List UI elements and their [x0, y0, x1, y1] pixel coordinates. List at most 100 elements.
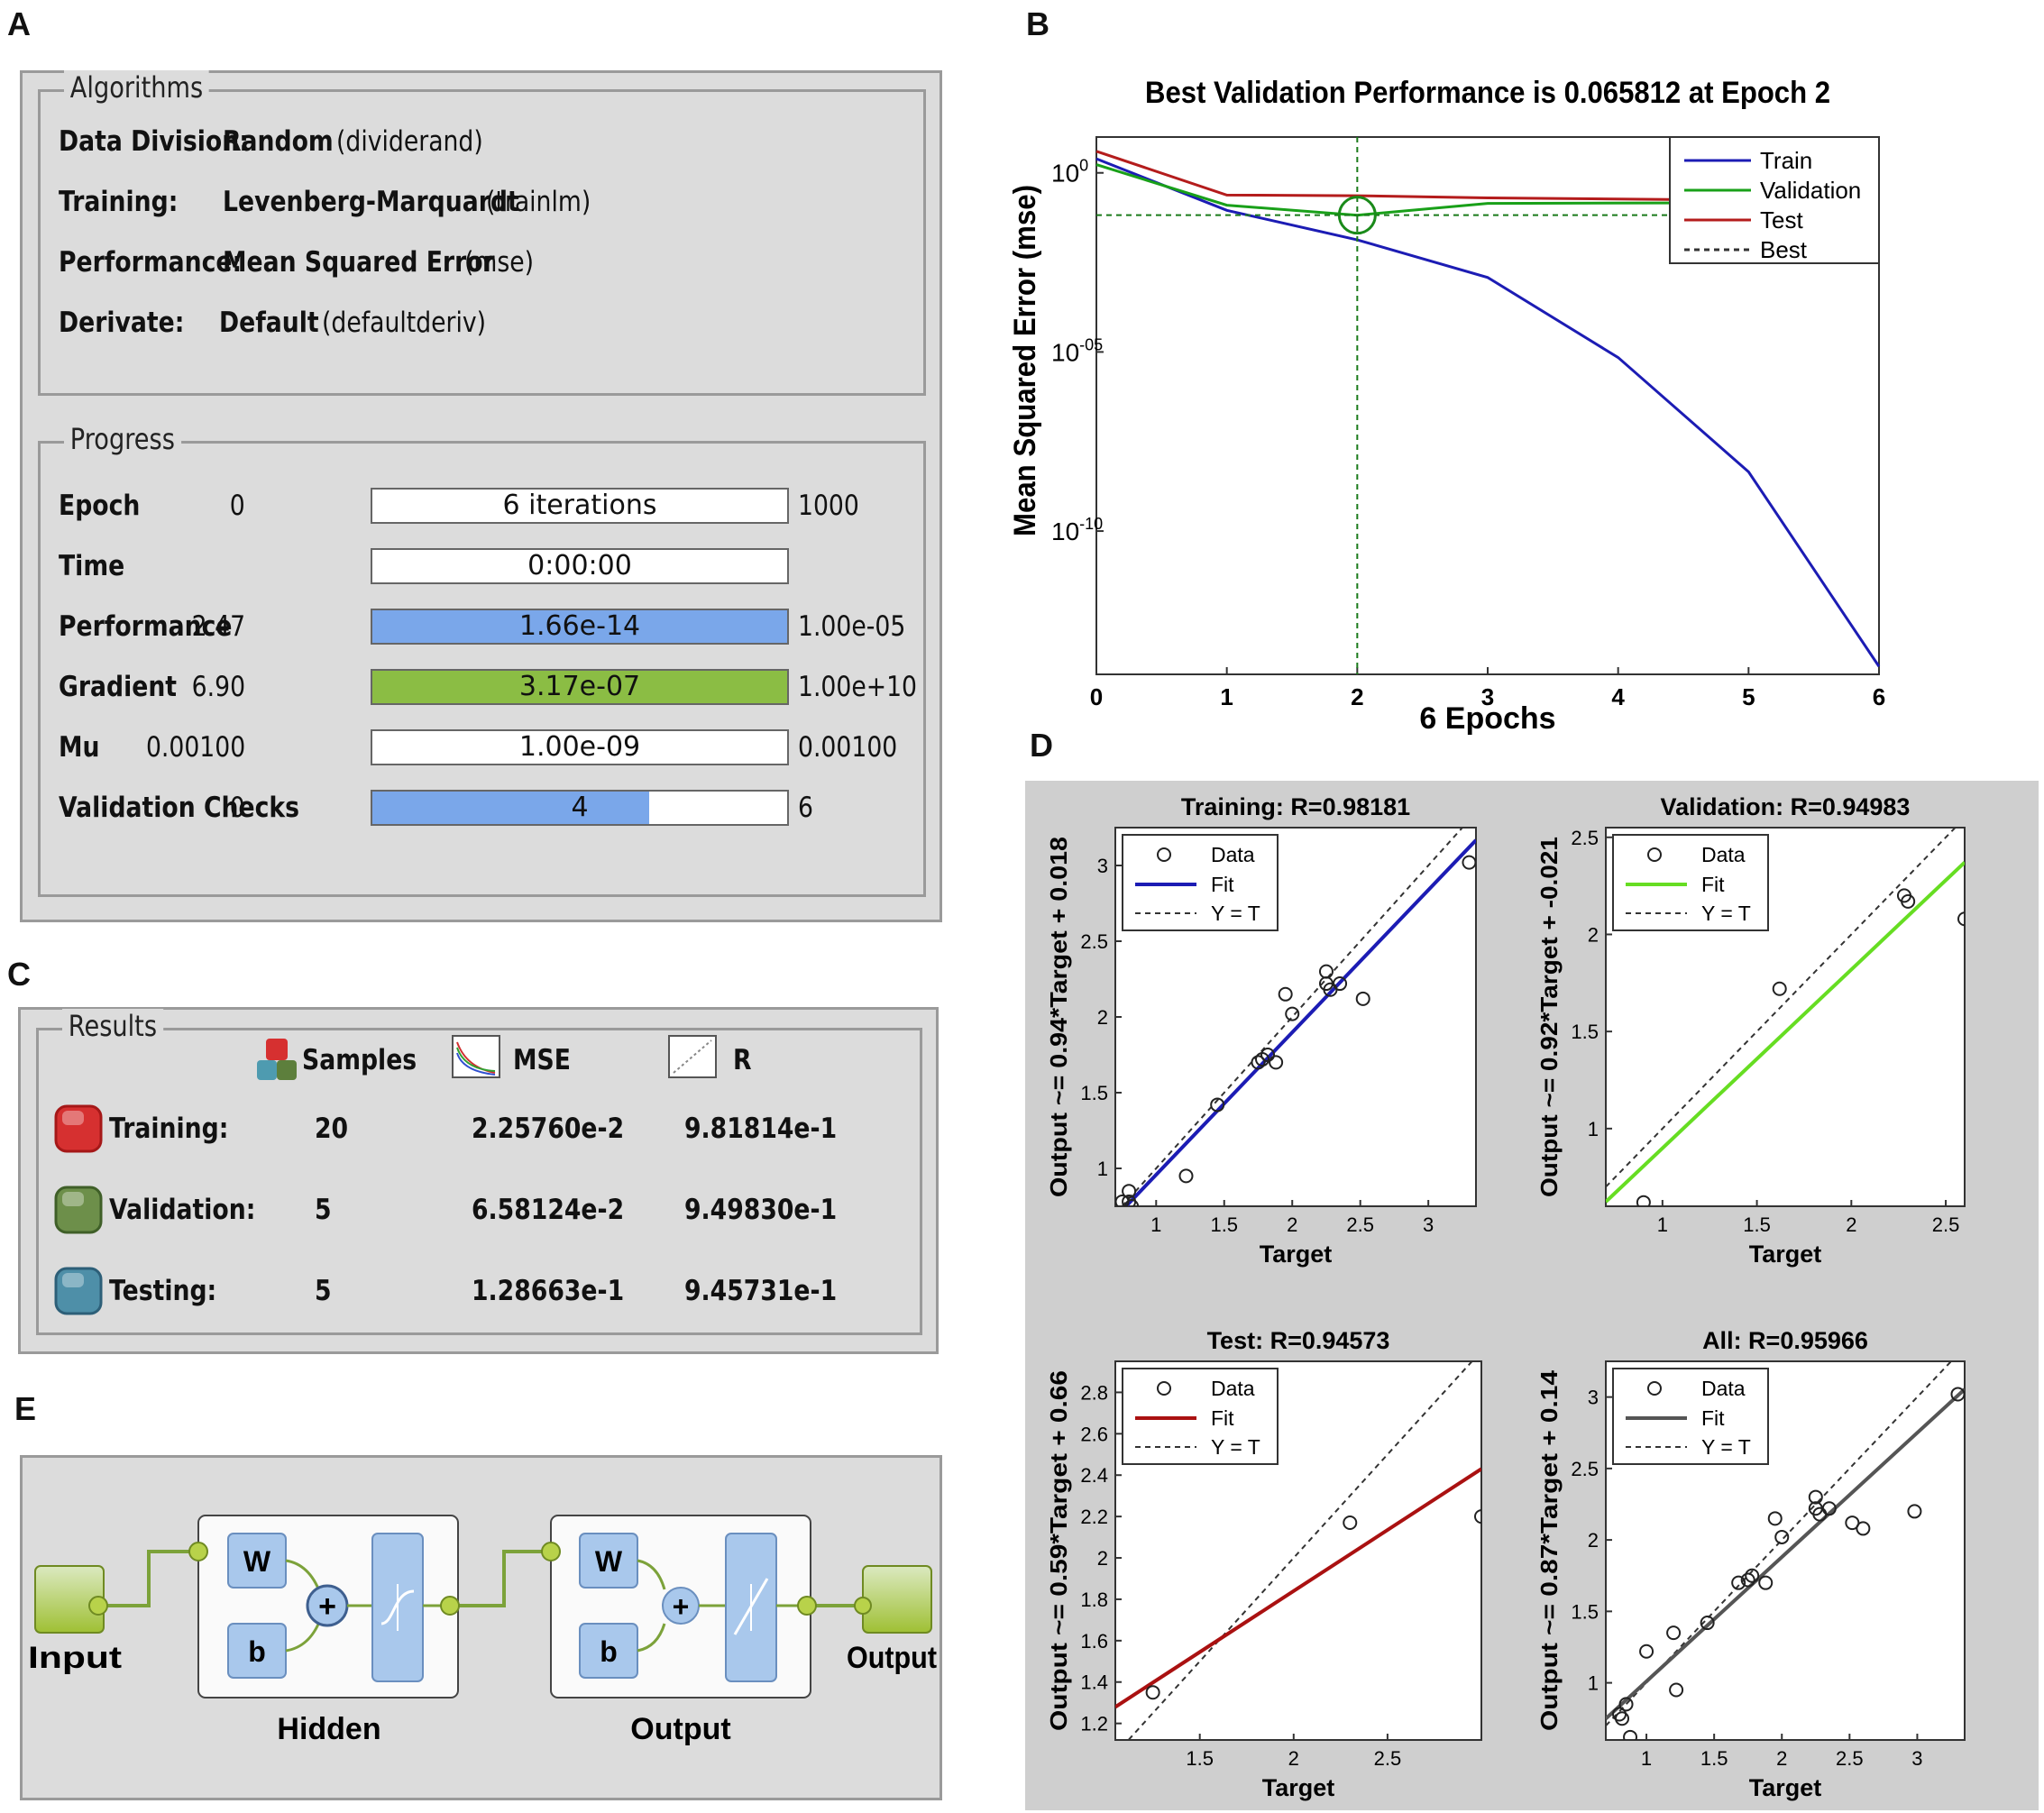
perf-xtick-3: 3	[1481, 683, 1494, 710]
reg-ytick-0-3: 2.5	[1080, 930, 1108, 953]
perf-test-line	[1095, 150, 1880, 203]
reg-title-0: Training: R=0.98181	[1181, 793, 1410, 820]
result-label-2: Testing:	[109, 1275, 217, 1307]
reg-point-3-8	[1731, 1575, 1746, 1590]
reg-legend-data-0: Data	[1211, 843, 1255, 866]
regression-plot-2: Test: R=0.94573 1.5 2 2.5 1.2 1.4 1.6 1.8 2 2.2 2.…	[1045, 1327, 1482, 1801]
reg-xlabel-3: Target	[1749, 1774, 1822, 1801]
reg-ytick-3-4: 3	[1588, 1387, 1599, 1409]
perf-xtick-2: 2	[1351, 683, 1363, 710]
reg-point-1-4	[1957, 911, 1965, 927]
reg-point-3-3	[1623, 1729, 1638, 1740]
reg-xtick-1-1: 1.5	[1743, 1213, 1771, 1236]
reg-legend-fit-1: Fit	[1701, 873, 1725, 896]
reg-xtick-2-1: 2	[1288, 1747, 1299, 1770]
reg-xtick-0-0: 1	[1150, 1213, 1161, 1236]
reg-point-3-20	[1907, 1504, 1922, 1519]
progress-bar-3: 3.17e-07	[371, 669, 789, 705]
progress-start-0: 0	[230, 490, 245, 522]
progress-fill-5	[372, 792, 649, 824]
reg-point-2-1	[1343, 1515, 1358, 1531]
results-group: Results	[36, 1009, 922, 1335]
reg-legend-yt-0: Y = T	[1211, 902, 1260, 925]
result-cube-icon-2	[54, 1267, 103, 1315]
algo-value-derivate: Default	[219, 307, 319, 339]
progress-label-3: Gradient	[59, 671, 178, 703]
reg-point-3-5	[1669, 1682, 1684, 1698]
algo-label-performance: Performance:	[59, 246, 243, 279]
reg-fit-line-3	[1606, 1387, 1965, 1720]
reg-ytick-2-3: 1.8	[1080, 1589, 1108, 1611]
header-r: R	[733, 1044, 752, 1076]
reg-xtick-1-2: 2	[1846, 1213, 1856, 1236]
reg-point-0-2	[1124, 1199, 1140, 1206]
results-panel: Results Samples MSE R Training: 20 2.25760…	[18, 1007, 939, 1354]
reg-xtick-1-3: 2.5	[1932, 1213, 1960, 1236]
reg-legend-yt-2: Y = T	[1211, 1435, 1260, 1459]
reg-point-3-7	[1700, 1616, 1715, 1631]
reg-ytick-0-0: 1	[1097, 1158, 1108, 1180]
reg-legend-data-2: Data	[1211, 1377, 1255, 1400]
reg-legend-data-marker-2	[1157, 1381, 1171, 1396]
reg-xtick-0-1: 1.5	[1210, 1213, 1238, 1236]
panel-letter-b: B	[1026, 5, 1049, 42]
perf-chart-title: Best Validation Performance is 0.065812 …	[1145, 76, 1830, 110]
hidden-sum-label: +	[318, 1589, 336, 1624]
perf-xlabel: 6 Epochs	[1419, 701, 1555, 736]
reg-legend-data-marker-1	[1647, 847, 1662, 862]
reg-ytick-0-4: 3	[1097, 855, 1108, 877]
reg-point-1-3	[1901, 893, 1916, 909]
reg-xtick-0-2: 2	[1287, 1213, 1297, 1236]
progress-end-0: 1000	[798, 490, 859, 522]
result-mse-1: 6.58124e-2	[472, 1194, 625, 1226]
reg-point-3-17	[1821, 1501, 1837, 1516]
reg-point-3-10	[1745, 1568, 1760, 1583]
progress-end-3: 1.00e+10	[798, 671, 918, 703]
reg-ytick-3-2: 2	[1588, 1529, 1599, 1552]
reg-ytick-2-8: 2.8	[1080, 1381, 1108, 1404]
reg-legend-fit-0: Fit	[1211, 873, 1234, 896]
regression-plots: Training: R=0.98181 1 1.5 2 2.5 3 1 1.5 2 2.5 3 Tar…	[1045, 793, 1966, 1801]
reg-ytick-1-0: 1	[1588, 1118, 1599, 1140]
reg-legend-data-marker-0	[1157, 847, 1171, 862]
result-label-1: Validation:	[109, 1194, 256, 1226]
progress-fill-2	[372, 610, 787, 643]
progress-bar-5: 4	[371, 790, 789, 826]
perf-legend-label-0: Train	[1760, 147, 1812, 174]
progress-bar-2: 1.66e-14	[371, 609, 789, 645]
reg-ytick-2-6: 2.4	[1080, 1464, 1108, 1487]
reg-legend-data-1: Data	[1701, 843, 1746, 866]
reg-point-3-13	[1774, 1529, 1790, 1544]
hidden-label: Hidden	[277, 1712, 380, 1746]
reg-xtick-3-1: 1.5	[1700, 1747, 1728, 1770]
output-sum-label: +	[673, 1590, 690, 1623]
reg-point-1-1	[1772, 981, 1787, 996]
reg-xlabel-0: Target	[1260, 1241, 1333, 1268]
reg-point-0-6	[1251, 1055, 1266, 1070]
result-samples-2: 5	[315, 1275, 332, 1307]
reg-point-3-19	[1856, 1521, 1871, 1536]
progress-group: Progress	[38, 422, 926, 897]
perf-legend-label-2: Test	[1760, 206, 1803, 233]
perf-xtick-5: 5	[1742, 683, 1755, 710]
perf-ytick-0: 100	[1051, 157, 1088, 188]
reg-point-0-5	[1210, 1097, 1225, 1113]
reg-fit-line-0	[1123, 838, 1476, 1206]
reg-point-2-0	[1145, 1685, 1160, 1700]
reg-identity-line-2	[1127, 1361, 1473, 1740]
output-b-label: b	[600, 1635, 618, 1668]
training-panel: Algorithms Progress Data Division: Rando…	[20, 70, 942, 922]
hidden-w-label: W	[243, 1545, 271, 1578]
progress-label-5: Validation Checks	[59, 792, 300, 824]
progress-value-1: 0:00:00	[527, 550, 632, 581]
perf-xtick-0: 0	[1090, 683, 1103, 710]
perf-legend-label-3: Best	[1760, 236, 1808, 263]
regression-plot-3: All: R=0.95966 1 1.5 2 2.5 3 1 1.5 2 2.5 3 Target Ou…	[1535, 1327, 1966, 1801]
reg-inner-3	[1606, 1361, 1965, 1740]
perf-train-line	[1095, 157, 1881, 668]
reg-xlabel-2: Target	[1262, 1774, 1335, 1801]
reg-point-0-15	[1333, 976, 1348, 992]
progress-value-4: 1.00e-09	[518, 731, 641, 763]
panel-letter-d: D	[1030, 727, 1053, 764]
progress-value-3: 3.17e-07	[518, 671, 641, 702]
